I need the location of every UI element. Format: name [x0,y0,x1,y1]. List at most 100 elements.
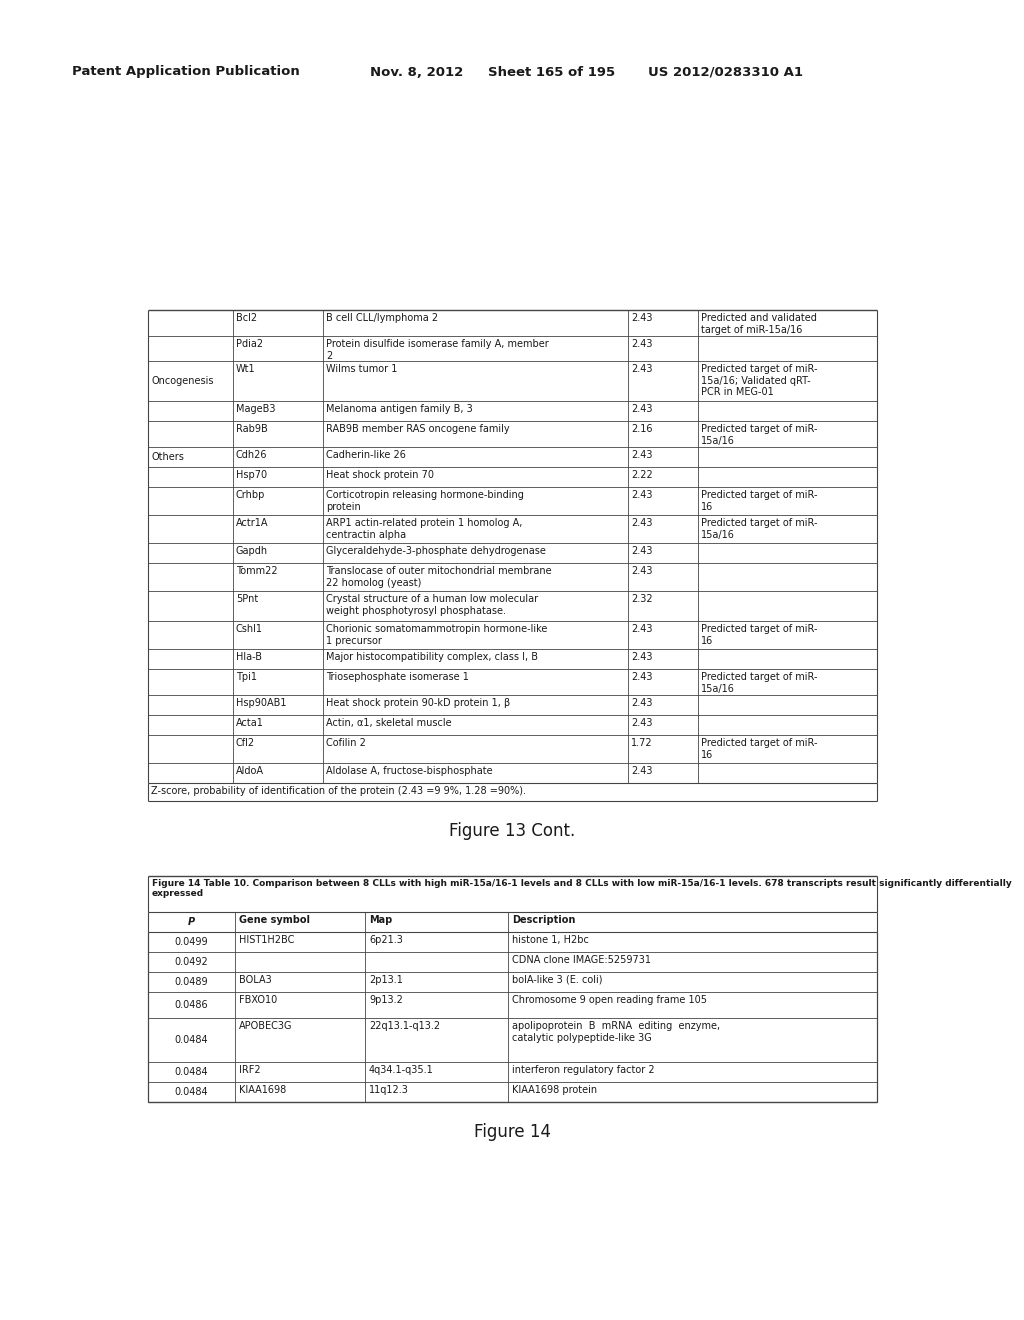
Text: CDNA clone IMAGE:5259731: CDNA clone IMAGE:5259731 [512,954,651,965]
Text: Cofilin 2: Cofilin 2 [326,738,366,748]
Text: Figure 14: Figure 14 [473,1123,551,1140]
Text: Heat shock protein 90-kD protein 1, β: Heat shock protein 90-kD protein 1, β [326,698,510,708]
Text: Nov. 8, 2012: Nov. 8, 2012 [370,66,463,78]
Text: 2.43: 2.43 [631,672,652,682]
Text: 2.43: 2.43 [631,404,652,414]
Text: Cshl1: Cshl1 [236,624,263,634]
Text: Corticotropin releasing hormone-binding
protein: Corticotropin releasing hormone-binding … [326,490,524,512]
Text: 2.43: 2.43 [631,766,652,776]
Text: Glyceraldehyde-3-phosphate dehydrogenase: Glyceraldehyde-3-phosphate dehydrogenase [326,546,546,556]
Text: 2.43: 2.43 [631,339,652,348]
Text: AldoA: AldoA [236,766,264,776]
Text: Acta1: Acta1 [236,718,264,729]
Text: Sheet 165 of 195: Sheet 165 of 195 [488,66,615,78]
Text: Predicted target of miR-
16: Predicted target of miR- 16 [701,624,817,645]
Text: Figure 13 Cont.: Figure 13 Cont. [449,822,575,840]
Text: Triosephosphate isomerase 1: Triosephosphate isomerase 1 [326,672,469,682]
Text: 0.0484: 0.0484 [175,1067,208,1077]
Text: bolA-like 3 (E. coli): bolA-like 3 (E. coli) [512,975,602,985]
Text: Predicted target of miR-
15a/16: Predicted target of miR- 15a/16 [701,672,817,693]
Text: 2.22: 2.22 [631,470,652,480]
Text: 22q13.1-q13.2: 22q13.1-q13.2 [369,1020,440,1031]
Text: Cdh26: Cdh26 [236,450,267,459]
Text: Bcl2: Bcl2 [236,313,257,323]
Text: 2.43: 2.43 [631,566,652,576]
Text: 2.43: 2.43 [631,652,652,663]
Text: 2.43: 2.43 [631,364,652,374]
Text: 6p21.3: 6p21.3 [369,935,402,945]
Text: Hla-B: Hla-B [236,652,262,663]
Text: 2.43: 2.43 [631,698,652,708]
Text: 5Pnt: 5Pnt [236,594,258,605]
Text: 0.0492: 0.0492 [175,957,208,968]
Text: ARP1 actin-related protein 1 homolog A,
centractin alpha: ARP1 actin-related protein 1 homolog A, … [326,517,522,540]
Text: 2.43: 2.43 [631,624,652,634]
Text: Pdia2: Pdia2 [236,339,263,348]
Text: Cfl2: Cfl2 [236,738,255,748]
Text: interferon regulatory factor 2: interferon regulatory factor 2 [512,1065,654,1074]
Text: Gene symbol: Gene symbol [239,915,310,925]
Text: Translocase of outer mitochondrial membrane
22 homolog (yeast): Translocase of outer mitochondrial membr… [326,566,552,587]
Text: Patent Application Publication: Patent Application Publication [72,66,300,78]
Text: Map: Map [369,915,392,925]
Text: Others: Others [151,451,184,462]
Text: 4q34.1-q35.1: 4q34.1-q35.1 [369,1065,434,1074]
Text: 2.16: 2.16 [631,424,652,434]
Text: Actr1A: Actr1A [236,517,268,528]
Text: Protein disulfide isomerase family A, member
2: Protein disulfide isomerase family A, me… [326,339,549,360]
Text: 2.43: 2.43 [631,546,652,556]
Text: Melanoma antigen family B, 3: Melanoma antigen family B, 3 [326,404,473,414]
Text: BOLA3: BOLA3 [239,975,271,985]
Text: 0.0489: 0.0489 [175,977,208,987]
Text: Major histocompatibility complex, class I, B: Major histocompatibility complex, class … [326,652,538,663]
Text: Description: Description [512,915,575,925]
Text: 0.0486: 0.0486 [175,1001,208,1010]
Text: 0.0499: 0.0499 [175,937,208,946]
Text: apolipoprotein  B  mRNA  editing  enzyme,
catalytic polypeptide-like 3G: apolipoprotein B mRNA editing enzyme, ca… [512,1020,720,1043]
Text: Aldolase A, fructose-bisphosphate: Aldolase A, fructose-bisphosphate [326,766,493,776]
Text: Predicted target of miR-
15a/16: Predicted target of miR- 15a/16 [701,517,817,540]
Text: Wt1: Wt1 [236,364,256,374]
Text: Hsp90AB1: Hsp90AB1 [236,698,287,708]
Text: P: P [188,917,195,927]
Text: Predicted target of miR-
16: Predicted target of miR- 16 [701,490,817,512]
Text: Chorionic somatomammotropin hormone-like
1 precursor: Chorionic somatomammotropin hormone-like… [326,624,548,645]
Text: Z-score, probability of identification of the protein (2.43 =9 9%, 1.28 =90%).: Z-score, probability of identification o… [151,785,526,796]
Text: Predicted target of miR-
15a/16; Validated qRT-
PCR in MEG-01: Predicted target of miR- 15a/16; Validat… [701,364,817,397]
Text: Predicted and validated
target of miR-15a/16: Predicted and validated target of miR-15… [701,313,817,334]
Text: Hsp70: Hsp70 [236,470,267,480]
Text: Crhbp: Crhbp [236,490,265,500]
Text: Oncogenesis: Oncogenesis [151,376,213,385]
Text: 9p13.2: 9p13.2 [369,995,402,1005]
Text: Actin, α1, skeletal muscle: Actin, α1, skeletal muscle [326,718,452,729]
Text: Tpi1: Tpi1 [236,672,257,682]
Text: KIAA1698: KIAA1698 [239,1085,287,1096]
Text: 0.0484: 0.0484 [175,1035,208,1045]
Text: 2.43: 2.43 [631,517,652,528]
Text: Predicted target of miR-
15a/16: Predicted target of miR- 15a/16 [701,424,817,446]
Text: KIAA1698 protein: KIAA1698 protein [512,1085,597,1096]
Text: Chromosome 9 open reading frame 105: Chromosome 9 open reading frame 105 [512,995,707,1005]
Text: Figure 14 Table 10. Comparison between 8 CLLs with high miR-15a/16-1 levels and : Figure 14 Table 10. Comparison between 8… [152,879,1012,899]
Text: Tomm22: Tomm22 [236,566,278,576]
Text: 2.43: 2.43 [631,313,652,323]
Text: APOBEC3G: APOBEC3G [239,1020,293,1031]
Text: 11q12.3: 11q12.3 [369,1085,409,1096]
Text: RAB9B member RAS oncogene family: RAB9B member RAS oncogene family [326,424,510,434]
Text: B cell CLL/lymphoma 2: B cell CLL/lymphoma 2 [326,313,438,323]
Text: HIST1H2BC: HIST1H2BC [239,935,294,945]
Text: US 2012/0283310 A1: US 2012/0283310 A1 [648,66,803,78]
Text: IRF2: IRF2 [239,1065,261,1074]
Text: MageB3: MageB3 [236,404,275,414]
Text: Cadherin-like 26: Cadherin-like 26 [326,450,406,459]
Text: Crystal structure of a human low molecular
weight phosphotyrosyl phosphatase.: Crystal structure of a human low molecul… [326,594,539,615]
Text: 2.32: 2.32 [631,594,652,605]
Text: Rab9B: Rab9B [236,424,267,434]
Text: Gapdh: Gapdh [236,546,268,556]
Text: 2p13.1: 2p13.1 [369,975,402,985]
Text: FBXO10: FBXO10 [239,995,278,1005]
Text: 2.43: 2.43 [631,718,652,729]
Text: 2.43: 2.43 [631,450,652,459]
Text: histone 1, H2bc: histone 1, H2bc [512,935,589,945]
Text: Heat shock protein 70: Heat shock protein 70 [326,470,434,480]
